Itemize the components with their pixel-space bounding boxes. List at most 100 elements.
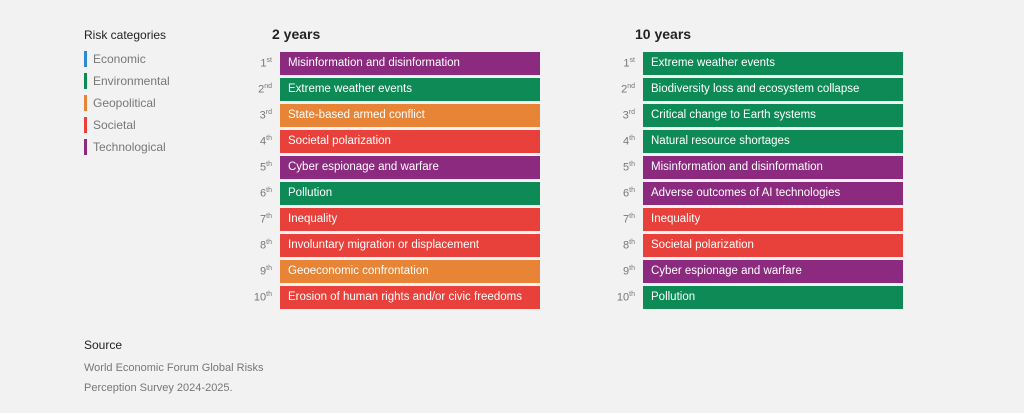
risk-bar: Inequality: [643, 207, 903, 231]
rank-label: 4th: [247, 135, 272, 148]
ranked-risk-row: 3rd State-based armed conflict: [247, 102, 540, 128]
rank-suffix: th: [266, 238, 272, 246]
rank-suffix: th: [266, 290, 272, 298]
legend-item: Environmental: [84, 70, 170, 92]
ranked-risk-row: 8th Societal polarization: [610, 232, 903, 258]
rank-label: 3rd: [610, 109, 635, 122]
column-2-years: 2 years 1st Misinformation and disinforma…: [254, 26, 540, 310]
legend-swatch: [84, 73, 87, 89]
rank-label: 8th: [610, 239, 635, 252]
legend-label: Societal: [93, 118, 136, 132]
risk-bar: Adverse outcomes of AI technologies: [643, 181, 903, 205]
ranked-risk-row: 2nd Biodiversity loss and ecosystem colla…: [610, 76, 903, 102]
risk-bar: Natural resource shortages: [643, 129, 903, 153]
rank-suffix: th: [629, 238, 635, 246]
risk-bar: Pollution: [280, 181, 540, 205]
ranked-risk-row: 3rd Critical change to Earth systems: [610, 102, 903, 128]
rank-suffix: th: [266, 134, 272, 142]
ranked-risk-row: 10th Erosion of human rights and/or civic…: [247, 284, 540, 310]
legend-swatch: [84, 95, 87, 111]
rank-label: 9th: [247, 265, 272, 278]
rank-suffix: th: [266, 160, 272, 168]
column-title: 10 years: [635, 26, 692, 42]
risk-bar: Extreme weather events: [280, 77, 540, 101]
legend-label: Technological: [93, 140, 166, 154]
legend-label: Environmental: [93, 74, 170, 88]
ranked-risk-row: 9th Geoeconomic confrontation: [247, 258, 540, 284]
risk-bar: Societal polarization: [280, 129, 540, 153]
rank-suffix: rd: [265, 108, 272, 116]
rank-number: 2: [258, 83, 265, 96]
risk-bar: Extreme weather events: [643, 51, 903, 75]
rank-suffix: th: [266, 186, 272, 194]
rank-suffix: th: [266, 212, 272, 220]
ranked-risk-row: 5th Cyber espionage and warfare: [247, 154, 540, 180]
risk-bar: Misinformation and disinformation: [643, 155, 903, 179]
rank-suffix: st: [266, 56, 272, 64]
rank-number: 9: [260, 265, 267, 278]
ranked-risk-row: 4th Societal polarization: [247, 128, 540, 154]
rank-label: 7th: [247, 213, 272, 226]
risk-bar: Erosion of human rights and/or civic fre…: [280, 285, 540, 309]
rank-suffix: th: [629, 264, 635, 272]
column-10-years: 10 years 1st Extreme weather events 2nd Bio…: [617, 26, 903, 310]
source-text: World Economic Forum Global Risks Percep…: [84, 362, 264, 394]
rank-label: 3rd: [247, 109, 272, 122]
risk-bar: Inequality: [280, 207, 540, 231]
risk-bar: Societal polarization: [643, 233, 903, 257]
rank-label: 10th: [247, 291, 272, 304]
rank-label: 2nd: [610, 83, 635, 96]
rank-number: 1: [623, 57, 630, 70]
rank-number: 8: [623, 239, 630, 252]
rank-suffix: th: [629, 186, 635, 194]
rank-label: 8th: [247, 239, 272, 252]
ranked-risk-row: 10th Pollution: [610, 284, 903, 310]
source-title: Source: [84, 338, 123, 352]
rank-number: 9: [623, 265, 630, 278]
ranked-risk-row: 2nd Extreme weather events: [247, 76, 540, 102]
ranked-risk-row: 1st Extreme weather events: [610, 50, 903, 76]
risk-bar: Pollution: [643, 285, 903, 309]
ranked-risk-row: 7th Inequality: [247, 206, 540, 232]
risk-bar: Biodiversity loss and ecosystem collapse: [643, 77, 903, 101]
legend-label: Economic: [93, 52, 146, 66]
rank-number: 5: [623, 161, 630, 174]
ranked-risk-row: 4th Natural resource shortages: [610, 128, 903, 154]
column-title: 2 years: [272, 26, 321, 42]
ranked-risk-row: 8th Involuntary migration or displacement: [247, 232, 540, 258]
rank-suffix: th: [629, 290, 635, 298]
legend-item: Economic: [84, 48, 170, 70]
ranked-risk-row: 5th Misinformation and disinformation: [610, 154, 903, 180]
rank-number: 8: [260, 239, 267, 252]
rank-suffix: th: [629, 212, 635, 220]
rank-label: 6th: [247, 187, 272, 200]
ranked-risk-row: 6th Adverse outcomes of AI technologies: [610, 180, 903, 206]
rank-label: 7th: [610, 213, 635, 226]
rank-number: 6: [260, 187, 267, 200]
rank-label: 1st: [247, 57, 272, 70]
rank-suffix: rd: [628, 108, 635, 116]
ranked-risk-row: 7th Inequality: [610, 206, 903, 232]
legend-swatch: [84, 51, 87, 67]
rank-suffix: th: [629, 160, 635, 168]
risk-categories-legend: Risk categories Economic Environmental Geo…: [84, 28, 170, 158]
risk-bar: Cyber espionage and warfare: [643, 259, 903, 283]
risk-bar: Cyber espionage and warfare: [280, 155, 540, 179]
rank-suffix: st: [629, 56, 635, 64]
rank-label: 1st: [610, 57, 635, 70]
rank-label: 6th: [610, 187, 635, 200]
legend-swatch: [84, 117, 87, 133]
rank-number: 2: [621, 83, 628, 96]
legend-item: Societal: [84, 114, 170, 136]
rank-label: 5th: [247, 161, 272, 174]
rank-label: 10th: [610, 291, 635, 304]
risk-bar: Misinformation and disinformation: [280, 51, 540, 75]
rank-number: 1: [260, 57, 267, 70]
rank-suffix: nd: [627, 82, 635, 90]
risk-bar: State-based armed conflict: [280, 103, 540, 127]
rank-number: 6: [623, 187, 630, 200]
rank-suffix: th: [266, 264, 272, 272]
rank-label: 2nd: [247, 83, 272, 96]
rank-number: 10: [616, 291, 630, 304]
rank-number: 5: [260, 161, 267, 174]
